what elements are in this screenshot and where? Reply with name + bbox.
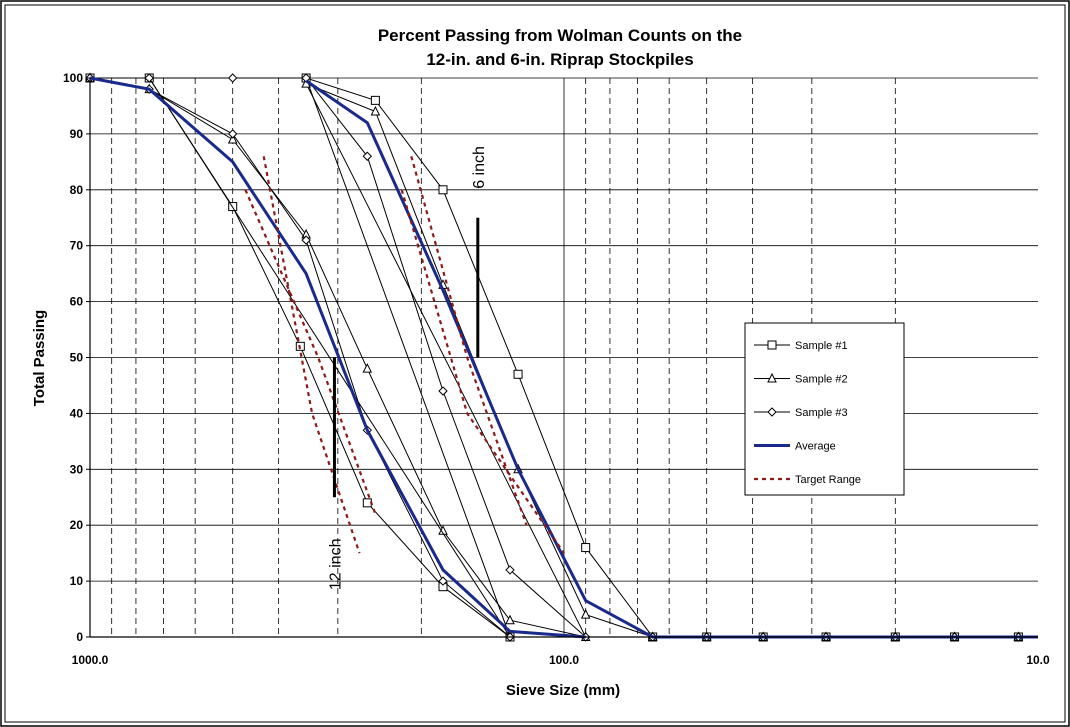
- x-tick-label: 1000.0: [72, 653, 109, 667]
- legend-label: Target Range: [795, 474, 861, 486]
- y-tick-label: 100: [63, 71, 83, 85]
- annotation-label: 12 inch: [327, 539, 344, 591]
- legend-label: Sample #3: [795, 407, 848, 419]
- inner-border: [4, 4, 1066, 723]
- y-tick-label: 30: [70, 462, 84, 476]
- data-point-sample-3: [301, 235, 311, 245]
- legend-marker: [767, 407, 777, 417]
- chart-title-line-1: Percent Passing from Wolman Counts on th…: [378, 26, 742, 45]
- data-point-sample-3: [227, 73, 238, 83]
- annotation-label: 6 inch: [471, 146, 488, 189]
- data-point-sample-3: [227, 129, 238, 139]
- data-point-sample-2: [362, 363, 373, 373]
- legend-label: Average: [795, 441, 836, 453]
- legend-item-average: Average: [754, 441, 836, 453]
- data-point-sample-1: [513, 369, 523, 379]
- legend-label: Sample #2: [795, 374, 848, 386]
- y-tick-label: 40: [70, 406, 84, 420]
- data-point-sample-1: [581, 543, 591, 553]
- series-target-range: [244, 156, 565, 554]
- legend-label: Sample #1: [795, 340, 848, 352]
- data-point-sample-3: [505, 565, 515, 575]
- legend-item-sample-2: Sample #2: [754, 372, 848, 386]
- y-tick-label: 90: [70, 127, 84, 141]
- axis-layer: 0 10 20 30 40 50 60 70 80 90 100 1000.0 100.0 10.0: [63, 71, 1050, 667]
- legend-marker: [767, 372, 777, 383]
- chart-title-line-2: 12-in. and 6-in. Riprap Stockpiles: [426, 50, 693, 69]
- series-line-target-range: [400, 189, 565, 554]
- data-point-sample-1: [438, 185, 448, 195]
- legend-item-sample-3: Sample #3: [754, 407, 848, 419]
- legend: Sample #1 Sample #2 Sample #3 Average Target…: [744, 322, 905, 496]
- y-tick-label: 80: [70, 183, 84, 197]
- x-axis-title: Sieve Size (mm): [506, 682, 620, 699]
- data-point-sample-2: [505, 614, 515, 625]
- data-point-sample-3: [438, 576, 448, 586]
- data-point-sample-2: [227, 133, 238, 144]
- y-axis-title: Total Passing: [31, 310, 48, 406]
- data-point-sample-2: [370, 105, 381, 116]
- legend-items: Sample #1 Sample #2 Sample #3 Average Target…: [754, 340, 861, 486]
- data-point-sample-3: [362, 151, 373, 161]
- series-line-target-range: [410, 156, 528, 526]
- y-tick-label: 10: [70, 574, 84, 588]
- legend-marker: [767, 340, 777, 350]
- y-tick-label: 70: [70, 239, 84, 253]
- y-tick-label: 50: [70, 351, 84, 365]
- y-tick-label: 60: [70, 295, 84, 309]
- legend-item-sample-1: Sample #1: [754, 340, 848, 352]
- legend-item-target-range: Target Range: [754, 474, 861, 486]
- data-point-sample-3: [438, 386, 448, 396]
- data-point-sample-1: [362, 498, 372, 508]
- series-line-average: [89, 76, 586, 639]
- annotation-layer: 12 inch 6 inch: [327, 146, 487, 590]
- y-tick-label: 0: [76, 630, 83, 644]
- x-tick-label: 100.0: [549, 653, 579, 667]
- data-point-sample-2: [580, 609, 591, 619]
- y-tick-label: 20: [70, 518, 84, 532]
- data-point-sample-1: [370, 95, 380, 105]
- data-point-sample-3: [144, 73, 154, 83]
- x-tick-label: 10.0: [1026, 653, 1050, 667]
